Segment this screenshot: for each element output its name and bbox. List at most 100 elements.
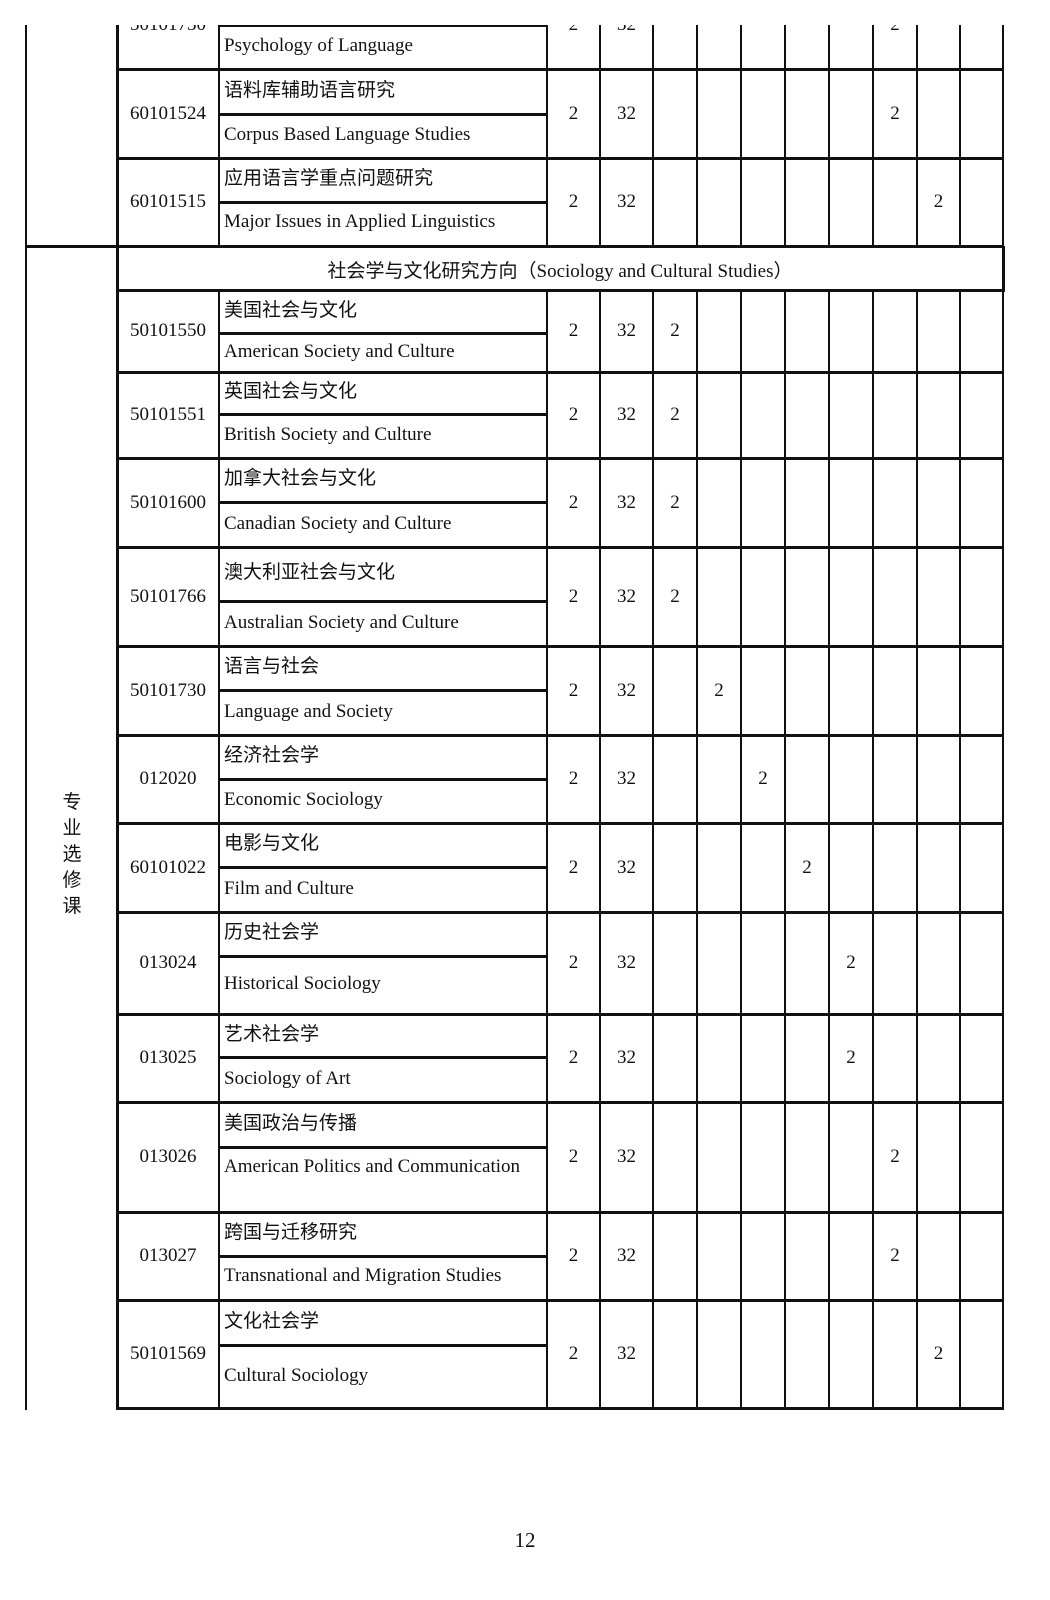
table-border [599, 290, 601, 1409]
semester-hours: 2 [670, 404, 680, 425]
course-code: 013025 [139, 1047, 197, 1068]
course-code: 50101730 [130, 679, 206, 701]
course-hours: 32 [617, 768, 636, 789]
table-border [117, 371, 1004, 374]
course-name-cn: 语料库辅助语言研究 [224, 79, 396, 101]
table-border [219, 201, 547, 204]
table-border [916, 25, 918, 246]
course-name-en: Psychology of Language [224, 35, 413, 56]
course-name-en: Major Issues in Applied Linguistics [224, 211, 496, 232]
semester-hours: 2 [670, 320, 680, 341]
course-name-cn: 美国政治与传播 [224, 1112, 358, 1134]
table-border [117, 734, 1004, 737]
table-border [219, 778, 547, 781]
table-border [219, 866, 547, 869]
course-name-en: Historical Sociology [224, 973, 381, 994]
table-border [959, 25, 961, 246]
course-hours: 32 [617, 585, 636, 607]
table-border [117, 289, 1004, 292]
course-hours: 32 [617, 1343, 636, 1364]
table-border [916, 290, 918, 1409]
table-border [696, 25, 698, 246]
course-credits: 2 [568, 856, 579, 878]
table-border [219, 1146, 547, 1149]
course-name-cn: 历史社会学 [224, 922, 320, 943]
table-border [652, 25, 654, 246]
course-name-en: American Politics and Communication [224, 1156, 521, 1177]
semester-hours: 2 [802, 856, 812, 878]
course-name-cn: 语言与社会 [224, 656, 320, 677]
course-credits: 2 [568, 679, 579, 701]
table-border [219, 600, 547, 603]
course-credits: 2 [568, 1047, 579, 1068]
course-credits: 2 [568, 491, 579, 513]
course-hours: 32 [617, 1245, 636, 1266]
course-code: 50101550 [130, 320, 206, 341]
course-name-en: British Society and Culture [224, 424, 432, 445]
course-hours: 32 [617, 491, 636, 513]
table-border [117, 645, 1004, 648]
semester-hours: 2 [670, 491, 680, 513]
semester-hours: 2 [890, 1245, 900, 1266]
semester-hours: 2 [846, 1047, 856, 1068]
course-name-en: American Society and Culture [224, 340, 455, 362]
table-border [219, 1255, 547, 1258]
table-border [652, 290, 654, 1409]
semester-hours: 2 [670, 585, 680, 607]
course-name-cn: 加拿大社会与文化 [224, 468, 377, 489]
course-code: 60101524 [130, 102, 206, 124]
semester-hours: 2 [890, 102, 900, 124]
course-name-cn: 文化社会学 [224, 1310, 320, 1332]
course-code: 60101515 [130, 191, 206, 212]
course-credits: 2 [568, 404, 579, 425]
course-hours: 32 [617, 856, 636, 878]
course-code: 60101022 [130, 856, 206, 878]
table-border [117, 1407, 1004, 1410]
table-border [828, 290, 830, 1409]
table-border [1002, 25, 1004, 246]
course-name-en: Transnational and Migration Studies [224, 1265, 502, 1286]
table-border [219, 113, 547, 116]
table-border [117, 546, 1004, 549]
semester-hours: 2 [933, 1343, 944, 1364]
table-border [219, 501, 547, 504]
course-code: 50101600 [130, 491, 206, 513]
table-border [1002, 246, 1005, 292]
table-border [117, 1013, 1004, 1016]
course-code: 013027 [139, 1245, 197, 1266]
course-hours: 32 [617, 1047, 636, 1068]
table-border [25, 25, 27, 1410]
table-border [117, 1299, 1004, 1302]
page-number: 12 [514, 1528, 536, 1552]
course-name-en: Canadian Society and Culture [224, 512, 452, 534]
course-name-cn: 应用语言学重点问题研究 [224, 168, 434, 189]
course-credits: 2 [568, 1146, 579, 1167]
course-name-en: Corpus Based Language Studies [224, 124, 471, 145]
course-credits: 2 [568, 320, 579, 341]
table-border [959, 290, 961, 1409]
category-label: 专业选修课 [62, 792, 82, 917]
course-hours: 32 [617, 952, 636, 973]
table-border [218, 290, 220, 1409]
semester-hours: 2 [758, 768, 768, 789]
table-border [219, 24, 547, 27]
course-name-cn: 澳大利亚社会与文化 [224, 562, 396, 583]
course-hours: 32 [617, 102, 636, 124]
course-name-en: Sociology of Art [224, 1067, 351, 1089]
course-credits: 2 [568, 191, 579, 212]
table-border [116, 25, 119, 1410]
table-border [740, 290, 742, 1409]
table-border [219, 332, 547, 335]
course-name-cn: 跨国与迁移研究 [224, 1222, 358, 1243]
course-hours: 32 [617, 191, 636, 212]
course-name-en: Cultural Sociology [224, 1364, 369, 1386]
course-name-cn: 英国社会与文化 [224, 381, 358, 402]
course-code: 012020 [139, 768, 197, 789]
course-credits: 2 [568, 1245, 579, 1266]
semester-hours: 2 [846, 952, 856, 973]
course-code: 50101569 [130, 1343, 206, 1364]
course-credits: 2 [568, 952, 579, 973]
table-border [599, 25, 601, 246]
table-border [219, 1056, 547, 1059]
table-border [117, 1101, 1004, 1104]
